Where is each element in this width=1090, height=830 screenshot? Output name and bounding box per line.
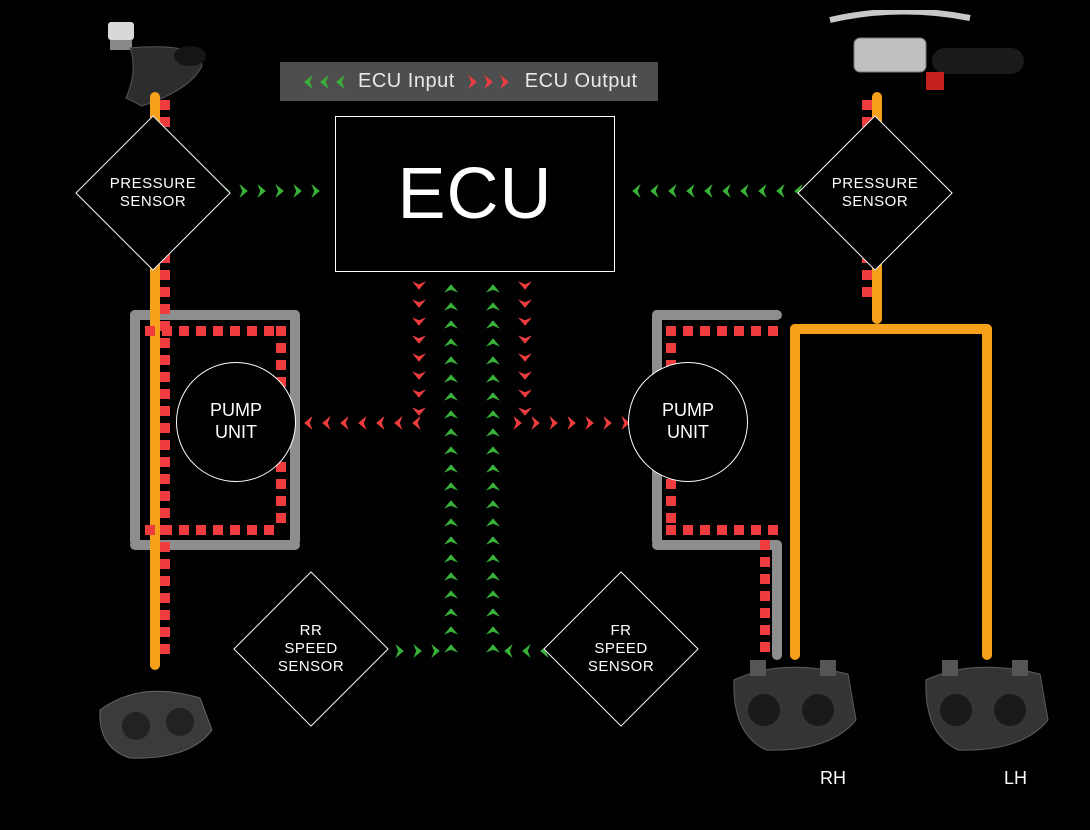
signal-ps_l_to_ecu: [220, 184, 324, 198]
legend: ECU Input ECU Output: [280, 62, 658, 101]
signal-ecu_down_in_l: [444, 280, 458, 654]
hydraulic-dash: [666, 525, 778, 535]
rh-label: RH: [820, 768, 846, 789]
ecu-label: ECU: [397, 153, 552, 235]
pump-unit-right-label: PUMP UNIT: [662, 400, 714, 443]
pump-unit-left-label: PUMP UNIT: [210, 400, 262, 443]
pump-unit-right-node: PUMP UNIT: [628, 362, 748, 482]
hydraulic-pipe: [652, 310, 782, 320]
pressure-sensor-right-node: PRESSURE SENSOR: [797, 115, 953, 271]
signal-pump_l_to_ecu: [300, 416, 422, 430]
lh-label: LH: [1004, 768, 1027, 789]
rear-caliper: [80, 660, 230, 770]
hydraulic-pipe: [790, 324, 800, 660]
pump-unit-left-node: PUMP UNIT: [176, 362, 296, 482]
hydraulic-dash: [666, 326, 778, 336]
fr-speed-sensor-node: FR SPEED SENSOR: [543, 571, 699, 727]
hydraulic-pipe: [130, 310, 140, 546]
hydraulic-dash: [760, 540, 770, 652]
front-master-cylinder: [820, 10, 1030, 106]
signal-ecu_down_out_l: [412, 280, 426, 420]
signal-ps_r_to_ecu: [628, 184, 804, 198]
hydraulic-pipe: [790, 324, 992, 334]
signal-ecu_down_in_r: [486, 280, 500, 654]
rr-speed-sensor-node: RR SPEED SENSOR: [233, 571, 389, 727]
pressure-sensor-left-node: PRESSURE SENSOR: [75, 115, 231, 271]
legend-item-ecu-input: ECU Input: [358, 70, 455, 93]
fr-speed-sensor-label: FR SPEED SENSOR: [567, 595, 675, 703]
hydraulic-pipe: [982, 324, 992, 660]
pressure-sensor-right-label: PRESSURE SENSOR: [821, 139, 929, 247]
pressure-sensor-left-label: PRESSURE SENSOR: [99, 139, 207, 247]
legend-item-ecu-output: ECU Output: [525, 70, 638, 93]
hydraulic-dash: [145, 326, 274, 336]
hydraulic-dash: [145, 525, 274, 535]
ecu-node: ECU: [335, 116, 615, 272]
hydraulic-pipe: [772, 540, 782, 660]
rr-speed-sensor-label: RR SPEED SENSOR: [257, 595, 365, 703]
signal-ecu_down_out_r: [518, 280, 532, 420]
